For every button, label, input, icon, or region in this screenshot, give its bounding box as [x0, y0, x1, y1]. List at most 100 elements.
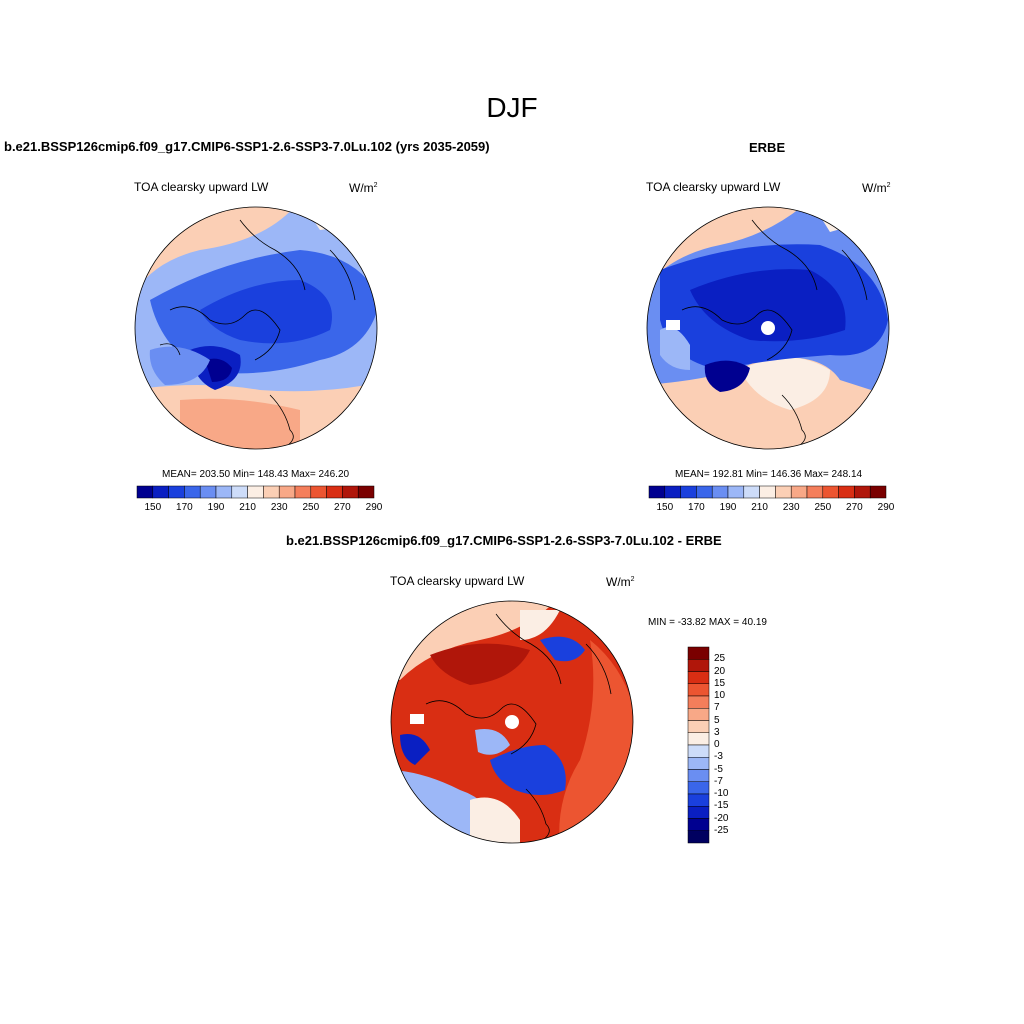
colorbar-swatch [215, 485, 233, 499]
colorbar-tick-label: 250 [814, 502, 832, 513]
colorbar-swatch [822, 485, 839, 499]
colorbar-tick-label: 15 [714, 677, 726, 689]
obs-units: W/m2 [862, 181, 891, 195]
colorbar-swatch [687, 818, 710, 831]
colorbar-tick-label: 20 [714, 665, 726, 677]
colorbar-tick-label: 150 [144, 502, 162, 513]
colorbar-tick-label: 230 [782, 502, 800, 513]
colorbar-swatch [838, 485, 855, 499]
colorbar-swatch [310, 485, 327, 499]
colorbar-swatch [687, 830, 710, 844]
colorbar-swatch [278, 485, 296, 499]
colorbar-swatch [775, 485, 792, 499]
colorbar-swatch [152, 485, 169, 499]
model-map-border [134, 206, 378, 450]
colorbar-swatch [687, 720, 710, 733]
model-units: W/m2 [349, 181, 378, 195]
colorbar-tick-label: 290 [365, 502, 383, 513]
diff-variable-label: TOA clearsky upward LW [390, 574, 525, 588]
colorbar-swatch [326, 485, 343, 499]
obs-map-border [646, 206, 890, 450]
colorbar-tick-label: 150 [656, 502, 674, 513]
colorbar-swatch [687, 732, 710, 746]
colorbar-swatch [687, 744, 710, 758]
colorbar-swatch [687, 659, 710, 672]
colorbar-swatch [869, 485, 887, 499]
colorbar-swatch [247, 485, 264, 499]
colorbar-swatch [790, 485, 808, 499]
colorbar-tick-label: 190 [207, 502, 225, 513]
colorbar-swatch [664, 485, 681, 499]
obs-polar-map [647, 207, 889, 449]
colorbar-swatch [687, 695, 710, 709]
colorbar-tick-label: 230 [270, 502, 288, 513]
colorbar-swatch [696, 485, 713, 499]
colorbar-swatch [136, 485, 154, 499]
colorbar-swatch [687, 806, 710, 819]
colorbar-swatch [711, 485, 729, 499]
colorbar-swatch [294, 485, 312, 499]
colorbar-swatch [687, 769, 710, 782]
colorbar-tick-label: 10 [714, 690, 726, 701]
colorbar-swatch [357, 485, 375, 499]
model-panel-heading: b.e21.BSSP126cmip6.f09_g17.CMIP6-SSP1-2.… [4, 139, 490, 154]
colorbar-swatch [231, 485, 248, 499]
colorbar-tick-label: -5 [714, 763, 723, 775]
colorbar-swatch [806, 485, 824, 499]
colorbar-swatch [687, 683, 710, 697]
colorbar-swatch [727, 485, 745, 499]
colorbar-tick-label: 290 [877, 502, 895, 513]
colorbar-tick-label: 210 [239, 502, 256, 513]
model-stats: MEAN= 203.50 Min= 148.43 Max= 246.20 [162, 469, 350, 480]
diff-stats: MIN = -33.82 MAX = 40.19 [648, 617, 767, 628]
colorbar-swatch [687, 671, 710, 684]
diff-panel-heading: b.e21.BSSP126cmip6.f09_g17.CMIP6-SSP1-2.… [286, 533, 722, 548]
colorbar-swatch [687, 781, 710, 795]
colorbar-swatch [687, 757, 710, 770]
colorbar-swatch [342, 485, 359, 499]
colorbar-tick-label: 7 [714, 702, 720, 714]
obs-panel-heading: ERBE [749, 140, 786, 155]
colorbar-swatch [687, 646, 710, 660]
model-polar-map [135, 207, 377, 449]
colorbar-tick-label: 5 [714, 714, 720, 726]
colorbar-swatch [854, 485, 871, 499]
colorbar-tick-label: 190 [719, 502, 737, 513]
colorbar-tick-label: 25 [714, 653, 726, 665]
colorbar-tick-label: 210 [751, 502, 768, 513]
model-variable-label: TOA clearsky upward LW [134, 180, 269, 194]
colorbar-swatch [199, 485, 217, 499]
colorbar-tick-label: 270 [846, 502, 863, 513]
colorbar-swatch [687, 708, 710, 721]
colorbar-tick-label: 250 [302, 502, 320, 513]
colorbar-swatch [184, 485, 201, 499]
model-colorbar [136, 485, 375, 499]
colorbar-swatch [263, 485, 280, 499]
colorbar-tick-label: 0 [714, 739, 720, 750]
colorbar-tick-label: 170 [688, 502, 705, 513]
colorbar-swatch [648, 485, 666, 499]
colorbar-tick-label: -7 [714, 775, 723, 787]
diff-map-border [390, 600, 634, 844]
colorbar-swatch [168, 485, 185, 499]
obs-stats: MEAN= 192.81 Min= 146.36 Max= 248.14 [675, 469, 863, 480]
colorbar-tick-label: 270 [334, 502, 351, 513]
diff-units: W/m2 [606, 575, 635, 589]
colorbar-tick-label: -10 [714, 788, 729, 799]
colorbar-tick-label: -25 [714, 824, 729, 836]
colorbar-tick-label: 3 [714, 726, 720, 738]
obs-variable-label: TOA clearsky upward LW [646, 180, 781, 194]
colorbar-swatch [680, 485, 697, 499]
diff-polar-map [391, 601, 633, 843]
colorbar-tick-label: 170 [176, 502, 193, 513]
colorbar-tick-label: -15 [714, 800, 729, 812]
diff-colorbar [687, 646, 710, 844]
colorbar-swatch [743, 485, 760, 499]
colorbar-tick-label: -20 [714, 812, 729, 824]
colorbar-swatch [759, 485, 776, 499]
obs-colorbar [648, 485, 887, 499]
colorbar-tick-label: -3 [714, 751, 723, 763]
figure-title: DJF [486, 92, 538, 123]
colorbar-swatch [687, 793, 710, 807]
